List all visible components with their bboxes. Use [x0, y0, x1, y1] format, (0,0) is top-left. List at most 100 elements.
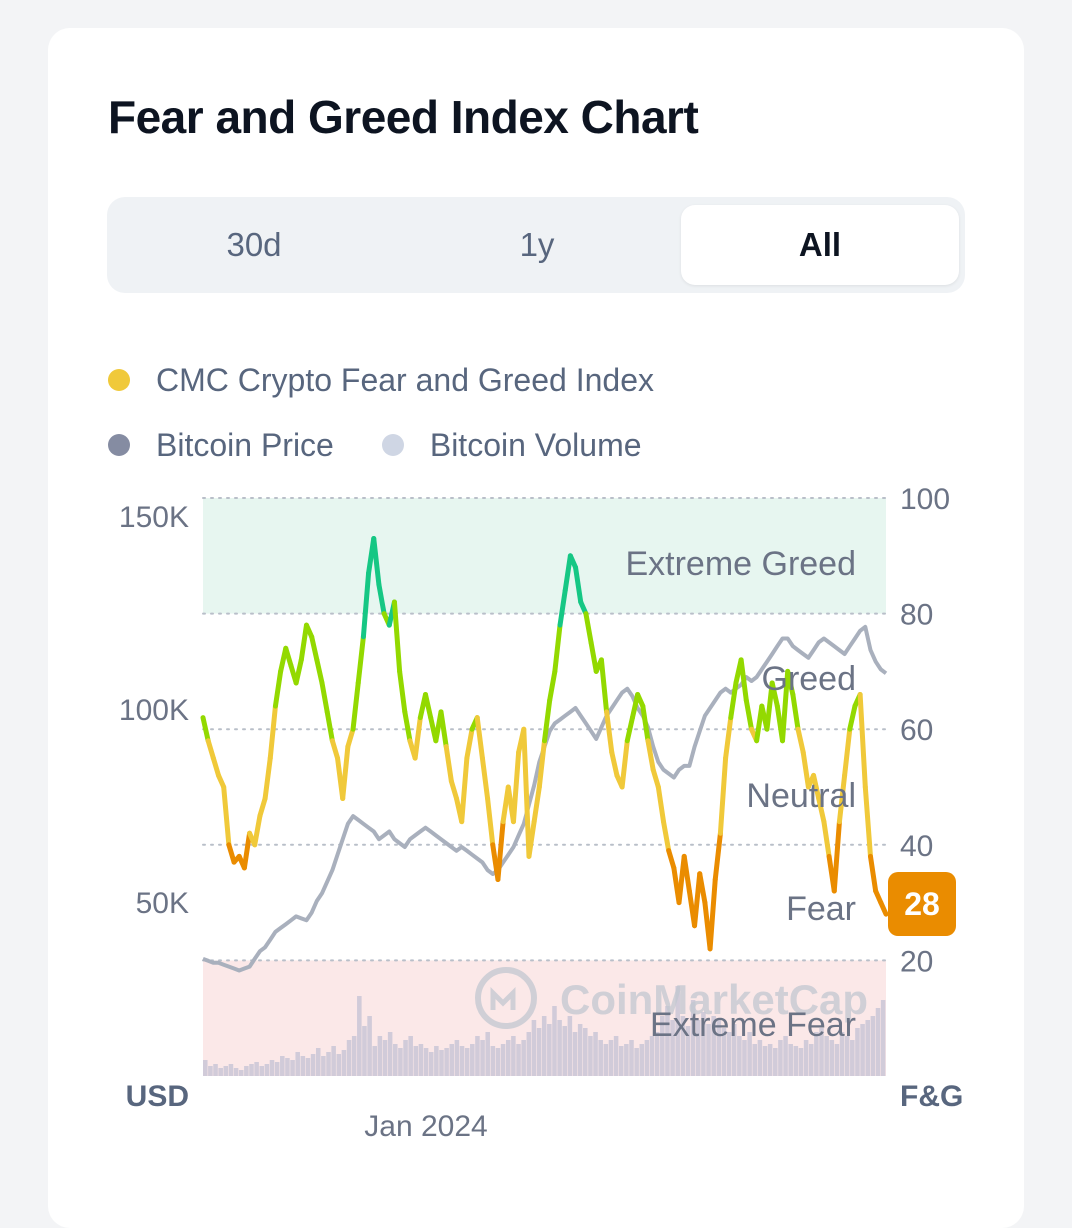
right-axis-label: F&G	[900, 1080, 963, 1113]
volume-bar	[773, 1048, 778, 1076]
fear-greed-segment	[412, 715, 423, 761]
page-title: Fear and Greed Index Chart	[108, 91, 699, 143]
fear-greed-segment	[707, 876, 718, 952]
volume-bar	[357, 996, 362, 1076]
volume-bar	[814, 1032, 819, 1076]
fear-greed-segment	[769, 680, 780, 709]
volume-bar	[670, 1020, 675, 1076]
volume-bar	[377, 1036, 383, 1076]
legend-label: Bitcoin Volume	[429, 426, 642, 463]
fear-greed-segment	[785, 668, 796, 698]
fear-greed-segment	[857, 692, 868, 790]
volume-bar	[254, 1062, 259, 1076]
volume-bar	[336, 1054, 342, 1076]
fear-greed-segment	[314, 657, 325, 686]
legend-item-bitcoin-volume[interactable]: Bitcoin Volume	[381, 426, 642, 464]
volume-bar	[418, 1044, 424, 1076]
fear-greed-segment	[728, 680, 739, 721]
volume-bar	[495, 1048, 501, 1076]
fear-greed-segment	[438, 709, 449, 750]
watermark-text: CoinMarketCap	[560, 976, 868, 1023]
tab-all[interactable]: All	[681, 205, 959, 285]
fear-greed-segment	[598, 657, 610, 715]
left-axis-label: USD	[126, 1080, 189, 1113]
zone-band-extreme-greed	[203, 498, 886, 614]
fear-greed-segment	[867, 853, 879, 894]
tab-30d[interactable]: 30d	[226, 226, 282, 263]
fear-greed-segment	[800, 749, 811, 790]
fear-greed-segment	[661, 819, 672, 854]
volume-bar	[731, 1024, 737, 1076]
volume-bar	[649, 1036, 655, 1076]
volume-bar	[767, 1044, 773, 1076]
legend-label: Bitcoin Price	[156, 426, 334, 463]
fear-greed-segment	[309, 634, 320, 663]
volume-bar	[562, 1026, 568, 1076]
volume-bar	[675, 986, 680, 1076]
volume-bar	[685, 1026, 691, 1076]
fear-greed-segment	[474, 715, 485, 761]
fear-greed-segment	[221, 784, 232, 848]
volume-bar	[218, 1068, 223, 1076]
fear-greed-segment	[811, 772, 822, 802]
volume-bar	[747, 1032, 752, 1076]
fear-greed-segment	[821, 819, 832, 859]
fear-greed-segment	[267, 703, 278, 761]
fear-greed-segment	[443, 744, 454, 784]
volume-bar	[819, 1028, 824, 1076]
volume-bar	[598, 1040, 603, 1076]
volume-bar	[547, 1024, 552, 1076]
volume-bar	[351, 1036, 357, 1076]
volume-bar	[654, 1032, 660, 1076]
volume-bar	[839, 1032, 845, 1076]
volume-bar	[470, 1044, 475, 1076]
volume-bar	[480, 1040, 485, 1076]
volume-bar	[762, 1046, 768, 1076]
legend-item-fear-greed[interactable]: CMC Crypto Fear and Greed Index	[108, 362, 654, 399]
legend-item-bitcoin-price[interactable]: Bitcoin Price	[108, 427, 334, 464]
fear-greed-segment	[210, 755, 222, 778]
volume-bar	[393, 1044, 398, 1076]
volume-bar	[577, 1024, 583, 1076]
volume-bar	[315, 1048, 321, 1076]
volume-bar	[490, 1046, 496, 1076]
tab-1y[interactable]: 1y	[519, 226, 555, 263]
fear-greed-segment	[464, 726, 475, 761]
fear-greed-segment	[816, 796, 827, 825]
volume-bar	[249, 1064, 254, 1076]
legend-dot-icon	[108, 434, 130, 456]
fear-greed-segment	[360, 570, 372, 640]
volume-bar	[408, 1036, 413, 1076]
volume-bar	[285, 1058, 290, 1076]
fear-greed-segment	[557, 587, 568, 628]
right-axis-tick: 40	[900, 830, 933, 863]
fear-greed-segment	[790, 692, 801, 732]
volume-bar	[238, 1070, 244, 1076]
fear-greed-chart: CoinMarketCap Extreme Greed Greed Neutral Fe…	[119, 483, 963, 1143]
fear-greed-segment	[293, 657, 304, 686]
volume-bar	[475, 1036, 480, 1076]
fear-greed-segment	[604, 709, 615, 755]
volume-bar	[793, 1046, 799, 1076]
fear-greed-segment	[842, 726, 853, 778]
legend-dot-icon	[108, 369, 130, 391]
fear-greed-segment	[329, 738, 341, 761]
left-axis-tick: 150K	[119, 501, 189, 534]
volume-bar	[203, 1060, 208, 1076]
fear-greed-segment	[448, 778, 460, 802]
volume-bar	[608, 1040, 614, 1076]
fear-greed-segment	[355, 634, 366, 686]
volume-bar	[716, 1020, 722, 1076]
volume-bar	[536, 1028, 542, 1076]
volume-bar	[439, 1050, 444, 1076]
volume-bar	[603, 1044, 609, 1076]
volume-bar	[505, 1040, 511, 1076]
fear-greed-segment	[795, 726, 806, 755]
volume-bar	[567, 1016, 573, 1076]
volume-bar	[321, 1056, 326, 1076]
fear-greed-segment	[588, 640, 599, 674]
fear-greed-segment	[764, 680, 775, 732]
right-axis-tick: 20	[900, 945, 933, 978]
fear-greed-segment	[645, 738, 656, 773]
volume-bar	[778, 1040, 783, 1076]
